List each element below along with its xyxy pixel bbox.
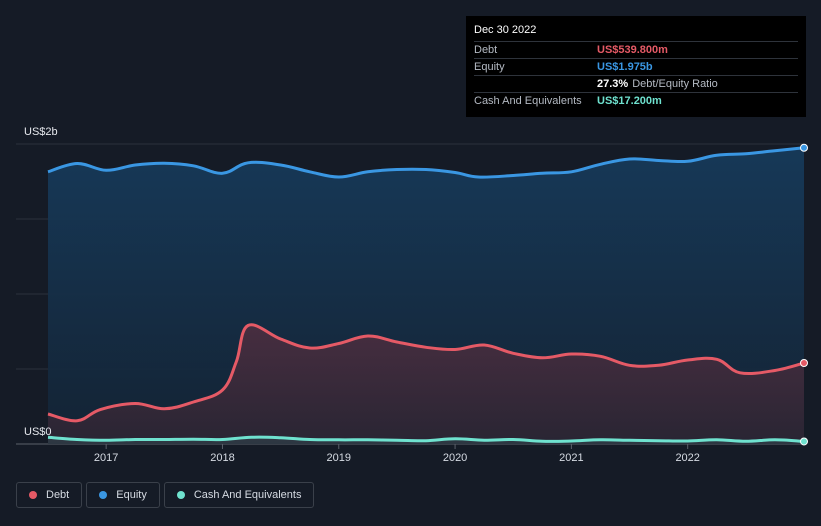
equity-endpoint: [800, 143, 808, 152]
tooltip-equity-label: Equity: [474, 61, 505, 73]
tooltip-row-debt: Debt US$539.800m: [474, 42, 798, 59]
x-axis: 2017 2018 2019 2020 2021 2022: [94, 444, 700, 464]
cash-and-equivalents-endpoint: [800, 437, 808, 446]
series-areas: [48, 147, 804, 445]
legend-item-debt[interactable]: Debt: [16, 482, 83, 508]
equity-dot-icon: [99, 491, 108, 499]
cash-dot-icon: [176, 491, 185, 499]
legend-equity-label: Equity: [116, 489, 147, 501]
legend-debt-label: Debt: [46, 489, 70, 501]
debt-area: [48, 324, 804, 444]
tooltip-ratio-label: Debt/Equity Ratio: [632, 78, 718, 90]
legend-item-equity[interactable]: Equity: [86, 482, 160, 508]
y-axis-bottom-label: US$0: [24, 426, 52, 438]
debt-endpoint: [800, 359, 808, 367]
tooltip-cash-label: Cash And Equivalents: [474, 95, 582, 107]
x-tick-label: 2019: [327, 452, 351, 464]
tooltip-row-cash: Cash And Equivalents US$17.200m: [474, 93, 798, 109]
tooltip-debt-label: Debt: [474, 44, 498, 56]
series-lines: [47, 146, 805, 443]
y-axis-top-label: US$2b: [24, 126, 58, 138]
legend-cash-label: Cash And Equivalents: [193, 489, 302, 501]
chart-legend: Debt Equity Cash And Equivalents: [16, 482, 315, 508]
x-tick-label: 2020: [443, 452, 467, 464]
tooltip-ratio-value: 27.3%: [597, 78, 629, 90]
equity-line: [47, 146, 805, 179]
tooltip-row-ratio: 27.3% Debt/Equity Ratio: [474, 76, 798, 93]
debt-line: [47, 323, 805, 423]
tooltip-row-equity: Equity US$1.975b: [474, 59, 798, 76]
x-tick-label: 2017: [94, 452, 118, 464]
x-tick-label: 2022: [675, 452, 699, 464]
tooltip-equity-value: US$1.975b: [597, 61, 653, 73]
debt-dot-icon: [29, 491, 37, 499]
legend-item-cash[interactable]: Cash And Equivalents: [163, 482, 315, 508]
tooltip-date: Dec 30 2022: [474, 24, 798, 42]
tooltip-cash-value: US$17.200m: [597, 95, 662, 107]
series-endpoints: [800, 143, 808, 446]
x-tick-label: 2018: [210, 452, 234, 464]
cash-and-equivalents-line: [47, 435, 805, 443]
x-tick-label: 2021: [559, 452, 583, 464]
data-tooltip: Dec 30 2022 Debt US$539.800m Equity US$1…: [466, 16, 806, 117]
tooltip-debt-value: US$539.800m: [597, 44, 668, 56]
